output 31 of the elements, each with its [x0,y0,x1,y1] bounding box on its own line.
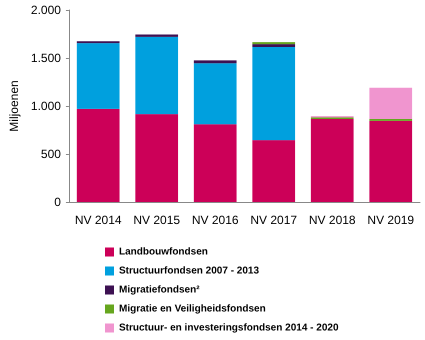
bar [252,46,296,140]
bar [194,63,237,124]
x-tick-label: NV 2014 [74,213,122,227]
bar [135,114,178,202]
bar [252,140,296,202]
bar [369,120,412,202]
x-tick-label: NV 2016 [192,213,239,227]
bar [135,34,178,37]
bar [135,36,178,114]
legend-label: Structuur- en investeringsfondsen 2014 - 2020 [119,322,339,334]
bar [76,108,120,202]
x-tick-label: NV 2019 [367,213,414,227]
x-tick-label: NV 2015 [133,213,180,227]
bar [76,43,120,109]
bar [194,124,237,202]
bar [252,44,296,47]
y-tick-label: 1.500 [30,51,62,65]
y-tick-label: 500 [40,147,62,161]
legend-label: Migratiefondsen² [119,284,200,296]
legend-label: Structuurfondsen 2007 - 2013 [119,266,260,276]
bar [310,118,354,202]
y-tick-label: 0 [54,195,62,209]
bar [194,60,237,64]
y-axis-title: Miljoenen [7,80,21,132]
legend-label: Migratie en Veiligheidsfondsen [119,304,266,314]
y-tick-label: 1.000 [30,99,62,113]
y-tick-label: 2.000 [30,3,62,17]
bar [369,88,412,119]
x-tick-label: NV 2018 [308,213,356,227]
legend-label: Landbouwfondsen [119,246,208,258]
x-tick-label: NV 2017 [250,213,298,227]
